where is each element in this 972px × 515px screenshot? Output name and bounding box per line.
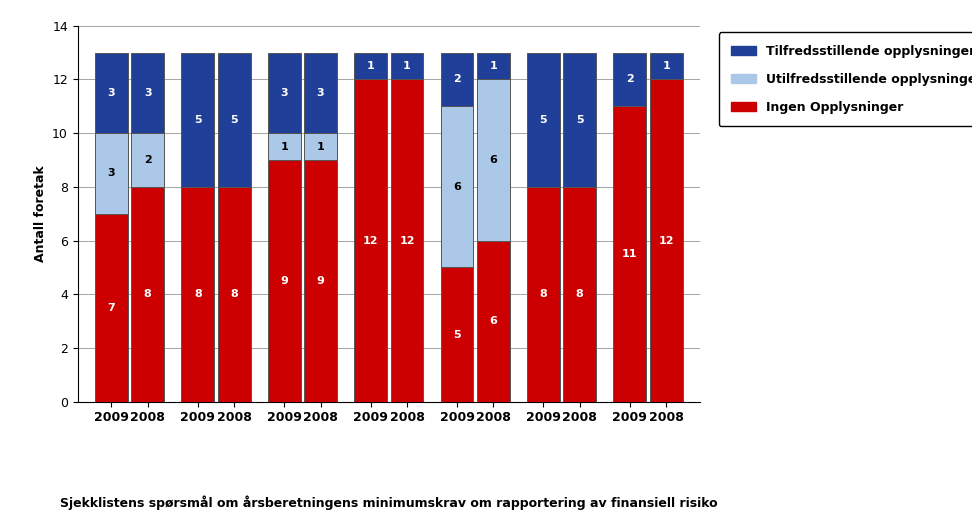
- Text: 5: 5: [194, 115, 201, 125]
- Text: 1: 1: [662, 61, 670, 71]
- Text: Sjekklistens spørsmål om årsberetningens minimumskrav om rapportering av finansi: Sjekklistens spørsmål om årsberetningens…: [60, 495, 717, 510]
- Bar: [354, 53, 387, 79]
- Bar: [477, 241, 509, 402]
- Bar: [391, 53, 424, 79]
- Text: 6: 6: [490, 316, 498, 326]
- Text: 9: 9: [280, 276, 288, 286]
- Text: 12: 12: [363, 235, 378, 246]
- Text: 8: 8: [230, 289, 238, 299]
- Text: 12: 12: [658, 235, 674, 246]
- Text: 1: 1: [280, 142, 288, 151]
- Y-axis label: Antall foretak: Antall foretak: [34, 165, 47, 262]
- Text: 5: 5: [453, 330, 461, 339]
- Text: 2: 2: [626, 75, 634, 84]
- Text: 1: 1: [317, 142, 325, 151]
- Bar: [613, 106, 646, 402]
- Text: 8: 8: [144, 289, 152, 299]
- Bar: [613, 53, 646, 106]
- Bar: [527, 187, 560, 402]
- Text: 2: 2: [453, 75, 461, 84]
- Text: 8: 8: [575, 289, 583, 299]
- Text: 6: 6: [453, 182, 461, 192]
- Text: 1: 1: [490, 61, 498, 71]
- Bar: [440, 53, 473, 106]
- Text: 3: 3: [281, 88, 288, 98]
- Legend: Tilfredsstillende opplysninger, Utilfredsstillende opplysninger, Ingen Opplysnin: Tilfredsstillende opplysninger, Utilfred…: [718, 32, 972, 126]
- Bar: [218, 187, 251, 402]
- Bar: [131, 133, 164, 187]
- Text: 1: 1: [403, 61, 411, 71]
- Bar: [95, 214, 128, 402]
- Bar: [218, 53, 251, 187]
- Text: 3: 3: [317, 88, 325, 98]
- Bar: [564, 53, 596, 187]
- Text: 3: 3: [108, 168, 116, 178]
- Text: 11: 11: [622, 249, 638, 259]
- Bar: [182, 53, 214, 187]
- Bar: [131, 53, 164, 133]
- Bar: [477, 79, 509, 241]
- Text: 9: 9: [317, 276, 325, 286]
- Bar: [268, 160, 300, 402]
- Text: 3: 3: [144, 88, 152, 98]
- Bar: [649, 53, 682, 79]
- Bar: [564, 187, 596, 402]
- Bar: [477, 53, 509, 79]
- Text: 8: 8: [194, 289, 202, 299]
- Bar: [304, 133, 337, 160]
- Text: 8: 8: [539, 289, 547, 299]
- Bar: [391, 79, 424, 402]
- Text: 2: 2: [144, 155, 152, 165]
- Text: 12: 12: [399, 235, 415, 246]
- Text: 1: 1: [366, 61, 374, 71]
- Bar: [268, 133, 300, 160]
- Text: 5: 5: [576, 115, 583, 125]
- Bar: [131, 187, 164, 402]
- Bar: [440, 267, 473, 402]
- Bar: [304, 160, 337, 402]
- Text: 5: 5: [539, 115, 547, 125]
- Bar: [268, 53, 300, 133]
- Text: 7: 7: [108, 303, 116, 313]
- Bar: [440, 106, 473, 267]
- Text: 6: 6: [490, 155, 498, 165]
- Bar: [95, 133, 128, 214]
- Text: 3: 3: [108, 88, 116, 98]
- Bar: [354, 79, 387, 402]
- Bar: [649, 79, 682, 402]
- Bar: [95, 53, 128, 133]
- Bar: [527, 53, 560, 187]
- Bar: [182, 187, 214, 402]
- Text: 5: 5: [230, 115, 238, 125]
- Bar: [304, 53, 337, 133]
